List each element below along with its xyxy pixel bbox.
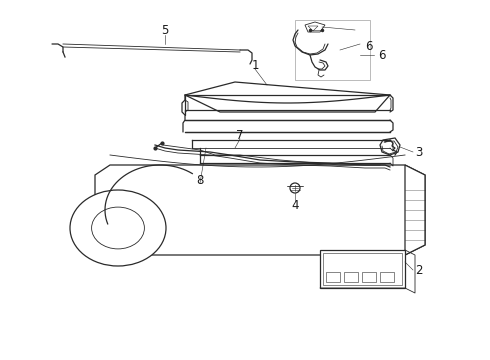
Polygon shape	[405, 165, 425, 255]
Polygon shape	[95, 165, 425, 255]
Text: 2: 2	[415, 264, 422, 276]
Text: 6: 6	[365, 40, 372, 53]
Text: 5: 5	[161, 23, 169, 36]
Bar	[320, 250, 405, 288]
Bar	[362, 272, 376, 282]
Bar	[344, 272, 358, 282]
Ellipse shape	[70, 190, 166, 266]
Text: 7: 7	[236, 129, 244, 141]
Text: 3: 3	[415, 145, 422, 158]
Text: 4: 4	[291, 198, 299, 212]
Circle shape	[290, 183, 300, 193]
Polygon shape	[305, 22, 325, 32]
Bar	[326, 272, 340, 282]
Bar	[380, 272, 394, 282]
Bar	[323, 253, 402, 285]
Polygon shape	[185, 82, 390, 112]
Text: 8: 8	[196, 174, 204, 186]
Polygon shape	[308, 26, 318, 31]
Polygon shape	[295, 20, 370, 80]
Text: 1: 1	[251, 59, 259, 72]
Polygon shape	[380, 138, 400, 155]
Text: 6: 6	[378, 49, 386, 62]
Ellipse shape	[92, 207, 145, 249]
